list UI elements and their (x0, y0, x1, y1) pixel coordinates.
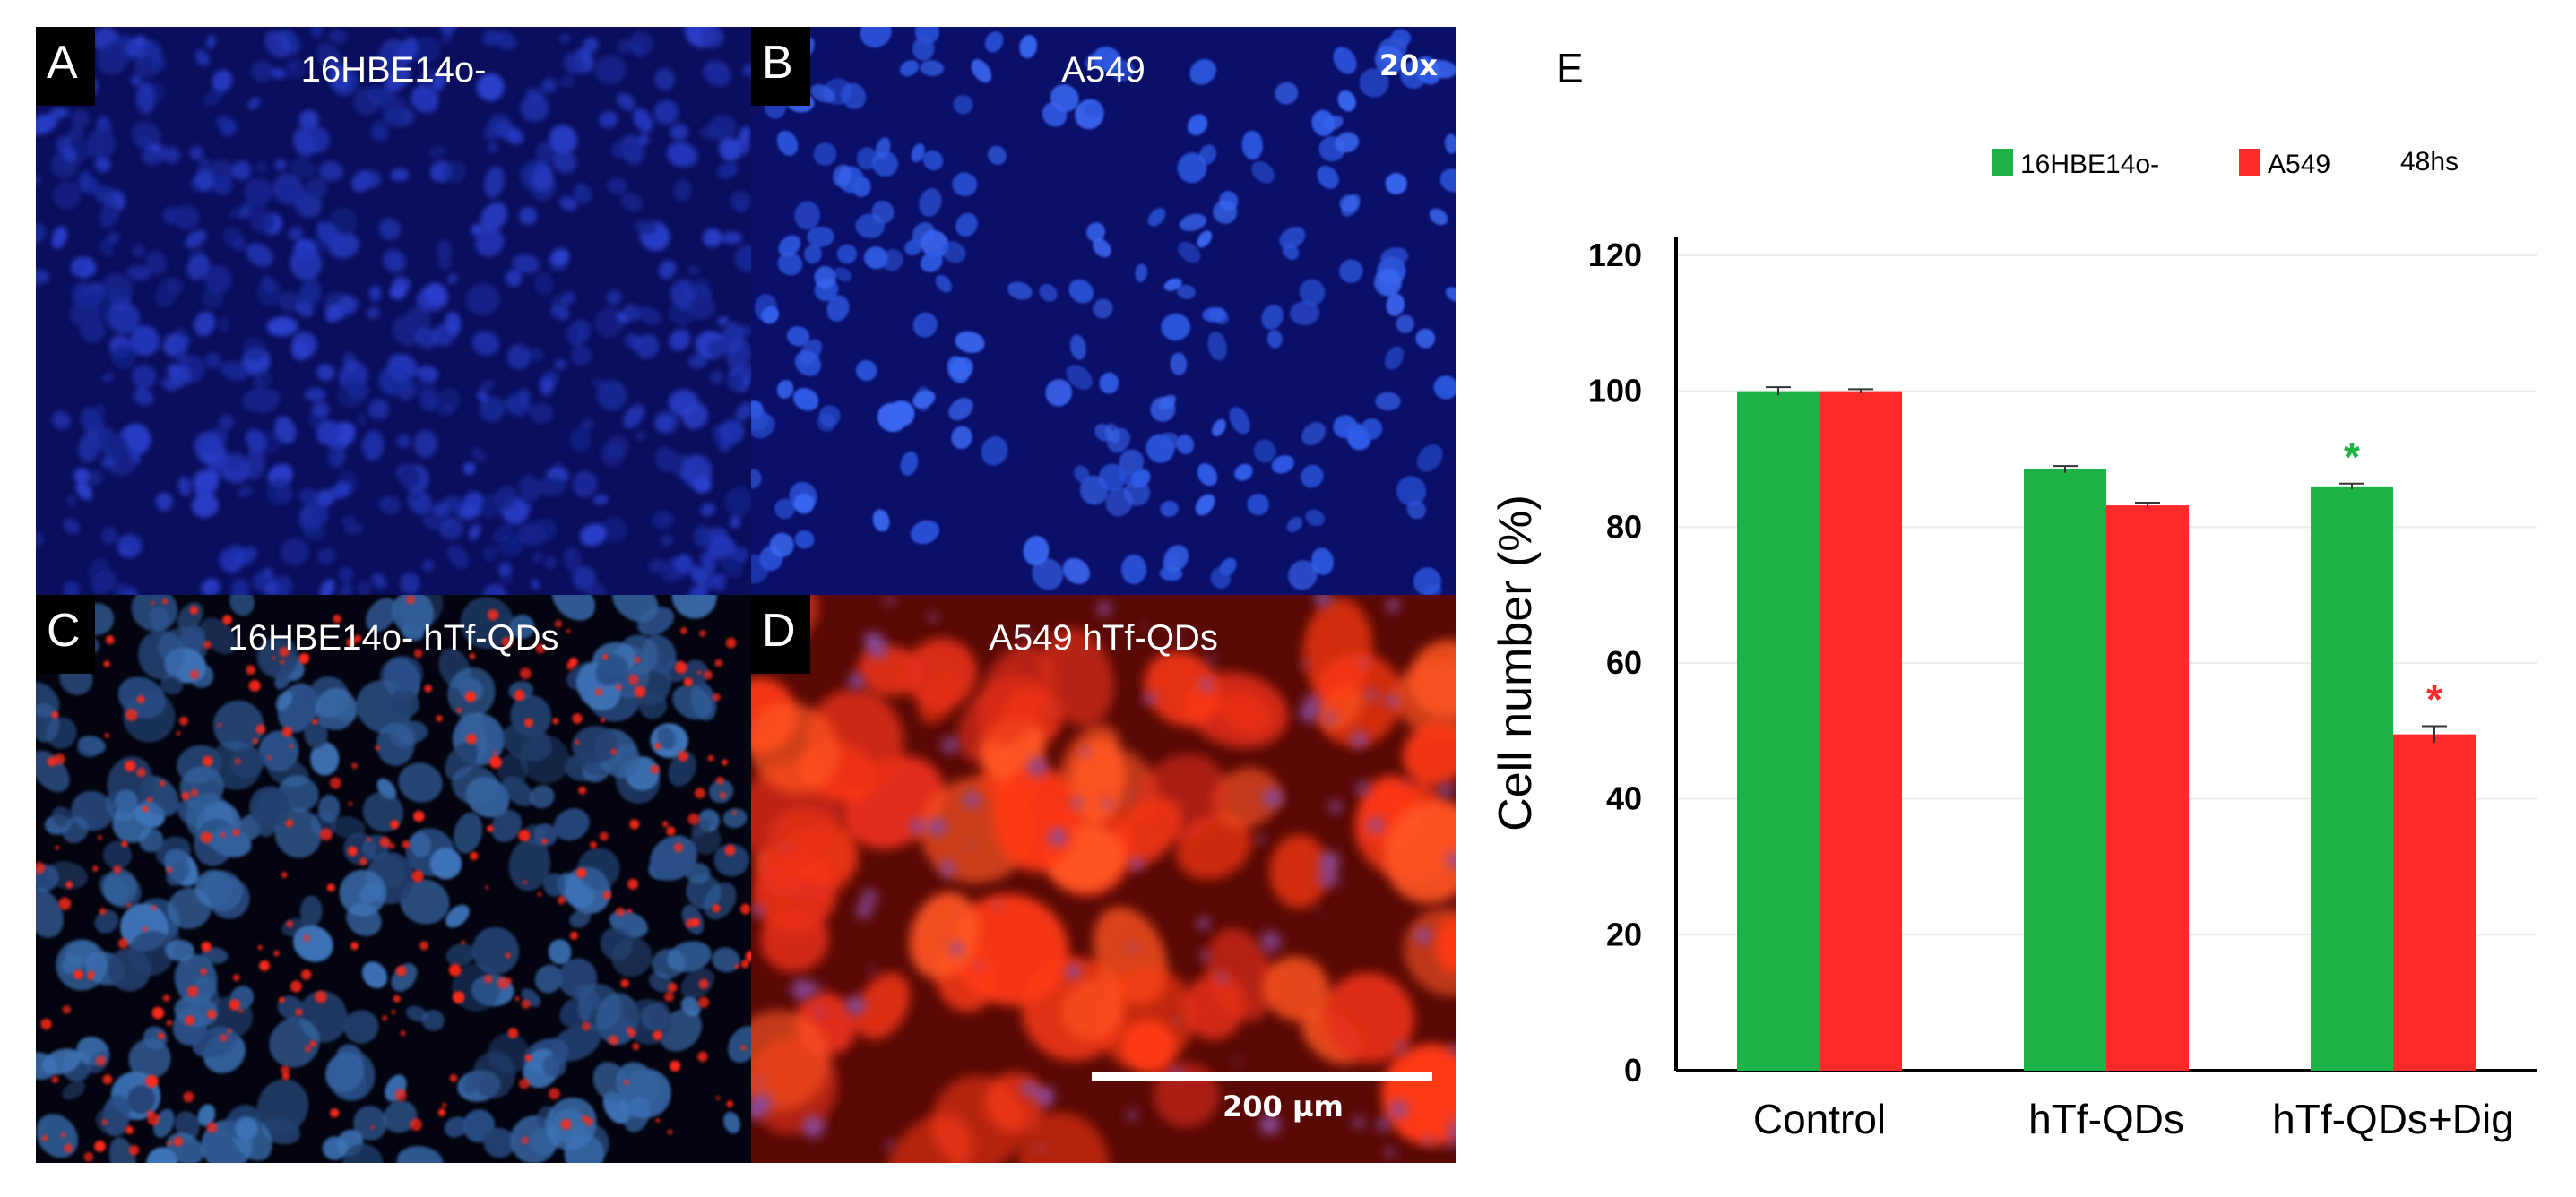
legend-entry: A549 (2268, 150, 2330, 179)
panel-letter-box-c: C (36, 595, 95, 674)
magnification-label: 20x (1379, 48, 1438, 82)
panel-title-c: 16HBE14o- hTf-QDs (228, 618, 559, 658)
scale-bar-label: 200 µm (1223, 1089, 1344, 1124)
chart-panel-e: E 16HBE14o- A549 48hs 0 20 40 60 80 100 120 Cell nu… (1488, 27, 2563, 1183)
x-category-label: hTf-QDs+Dig (2272, 1096, 2514, 1142)
legend-swatch (2239, 149, 2260, 176)
panel-letter-box-d: D (751, 595, 810, 674)
y-tick-label: 40 (1606, 780, 1642, 817)
panel-letter-box-a: A (36, 27, 95, 106)
panel-letter-c: C (47, 605, 81, 657)
bar (1737, 391, 1820, 1072)
x-category-label: Control (1753, 1096, 1886, 1142)
panel-letter-box-b: B (751, 27, 810, 106)
bar (1820, 391, 1902, 1072)
panel-title-d: A549 hTf-QDs (989, 618, 1218, 658)
legend-entry: 16HBE14o- (2020, 150, 2159, 179)
panel-letter-d: D (762, 605, 796, 657)
x-category-label: hTf-QDs (2028, 1096, 2184, 1142)
micrograph-panel-d: D A549 hTf-QDs 200 µm (751, 595, 1456, 1163)
bar (2024, 469, 2106, 1071)
y-axis-label: Cell number (%) (1490, 495, 1542, 831)
y-tick-label: 120 (1588, 237, 1642, 273)
y-tick-label: 100 (1588, 373, 1642, 409)
micrograph-image-a (36, 27, 751, 595)
y-tick-label: 0 (1624, 1052, 1642, 1089)
micrograph-panel-b: B A549 20x (751, 27, 1456, 595)
micrograph-panel-c: C 16HBE14o- hTf-QDs (36, 595, 751, 1163)
micrograph-image-b (751, 27, 1456, 595)
panel-letter-b: B (762, 37, 793, 89)
y-tick-label: 60 (1606, 644, 1642, 681)
scale-bar (1092, 1072, 1432, 1081)
panel-title-a: 16HBE14o- (300, 50, 487, 90)
y-tick-label: 80 (1606, 508, 1642, 545)
micrograph-image-d (751, 595, 1456, 1163)
legend-swatch (1992, 149, 2013, 176)
micrograph-image-c (36, 595, 751, 1163)
y-tick-label: 20 (1606, 916, 1642, 952)
panel-letter-a: A (47, 37, 78, 89)
bar-chart: E 16HBE14o- A549 48hs 0 20 40 60 80 100 120 Cell nu… (1490, 45, 2537, 1142)
chart-panel-letter: E (1556, 45, 1584, 91)
significance-marker: * (2344, 434, 2360, 480)
bar (2311, 486, 2393, 1071)
panel-title-b: A549 (1061, 50, 1145, 90)
micrograph-panel-a: A 16HBE14o- (36, 27, 751, 595)
bar (2106, 505, 2189, 1071)
significance-marker: * (2426, 676, 2442, 723)
legend-note: 48hs (2400, 147, 2459, 177)
bar (2393, 734, 2476, 1071)
